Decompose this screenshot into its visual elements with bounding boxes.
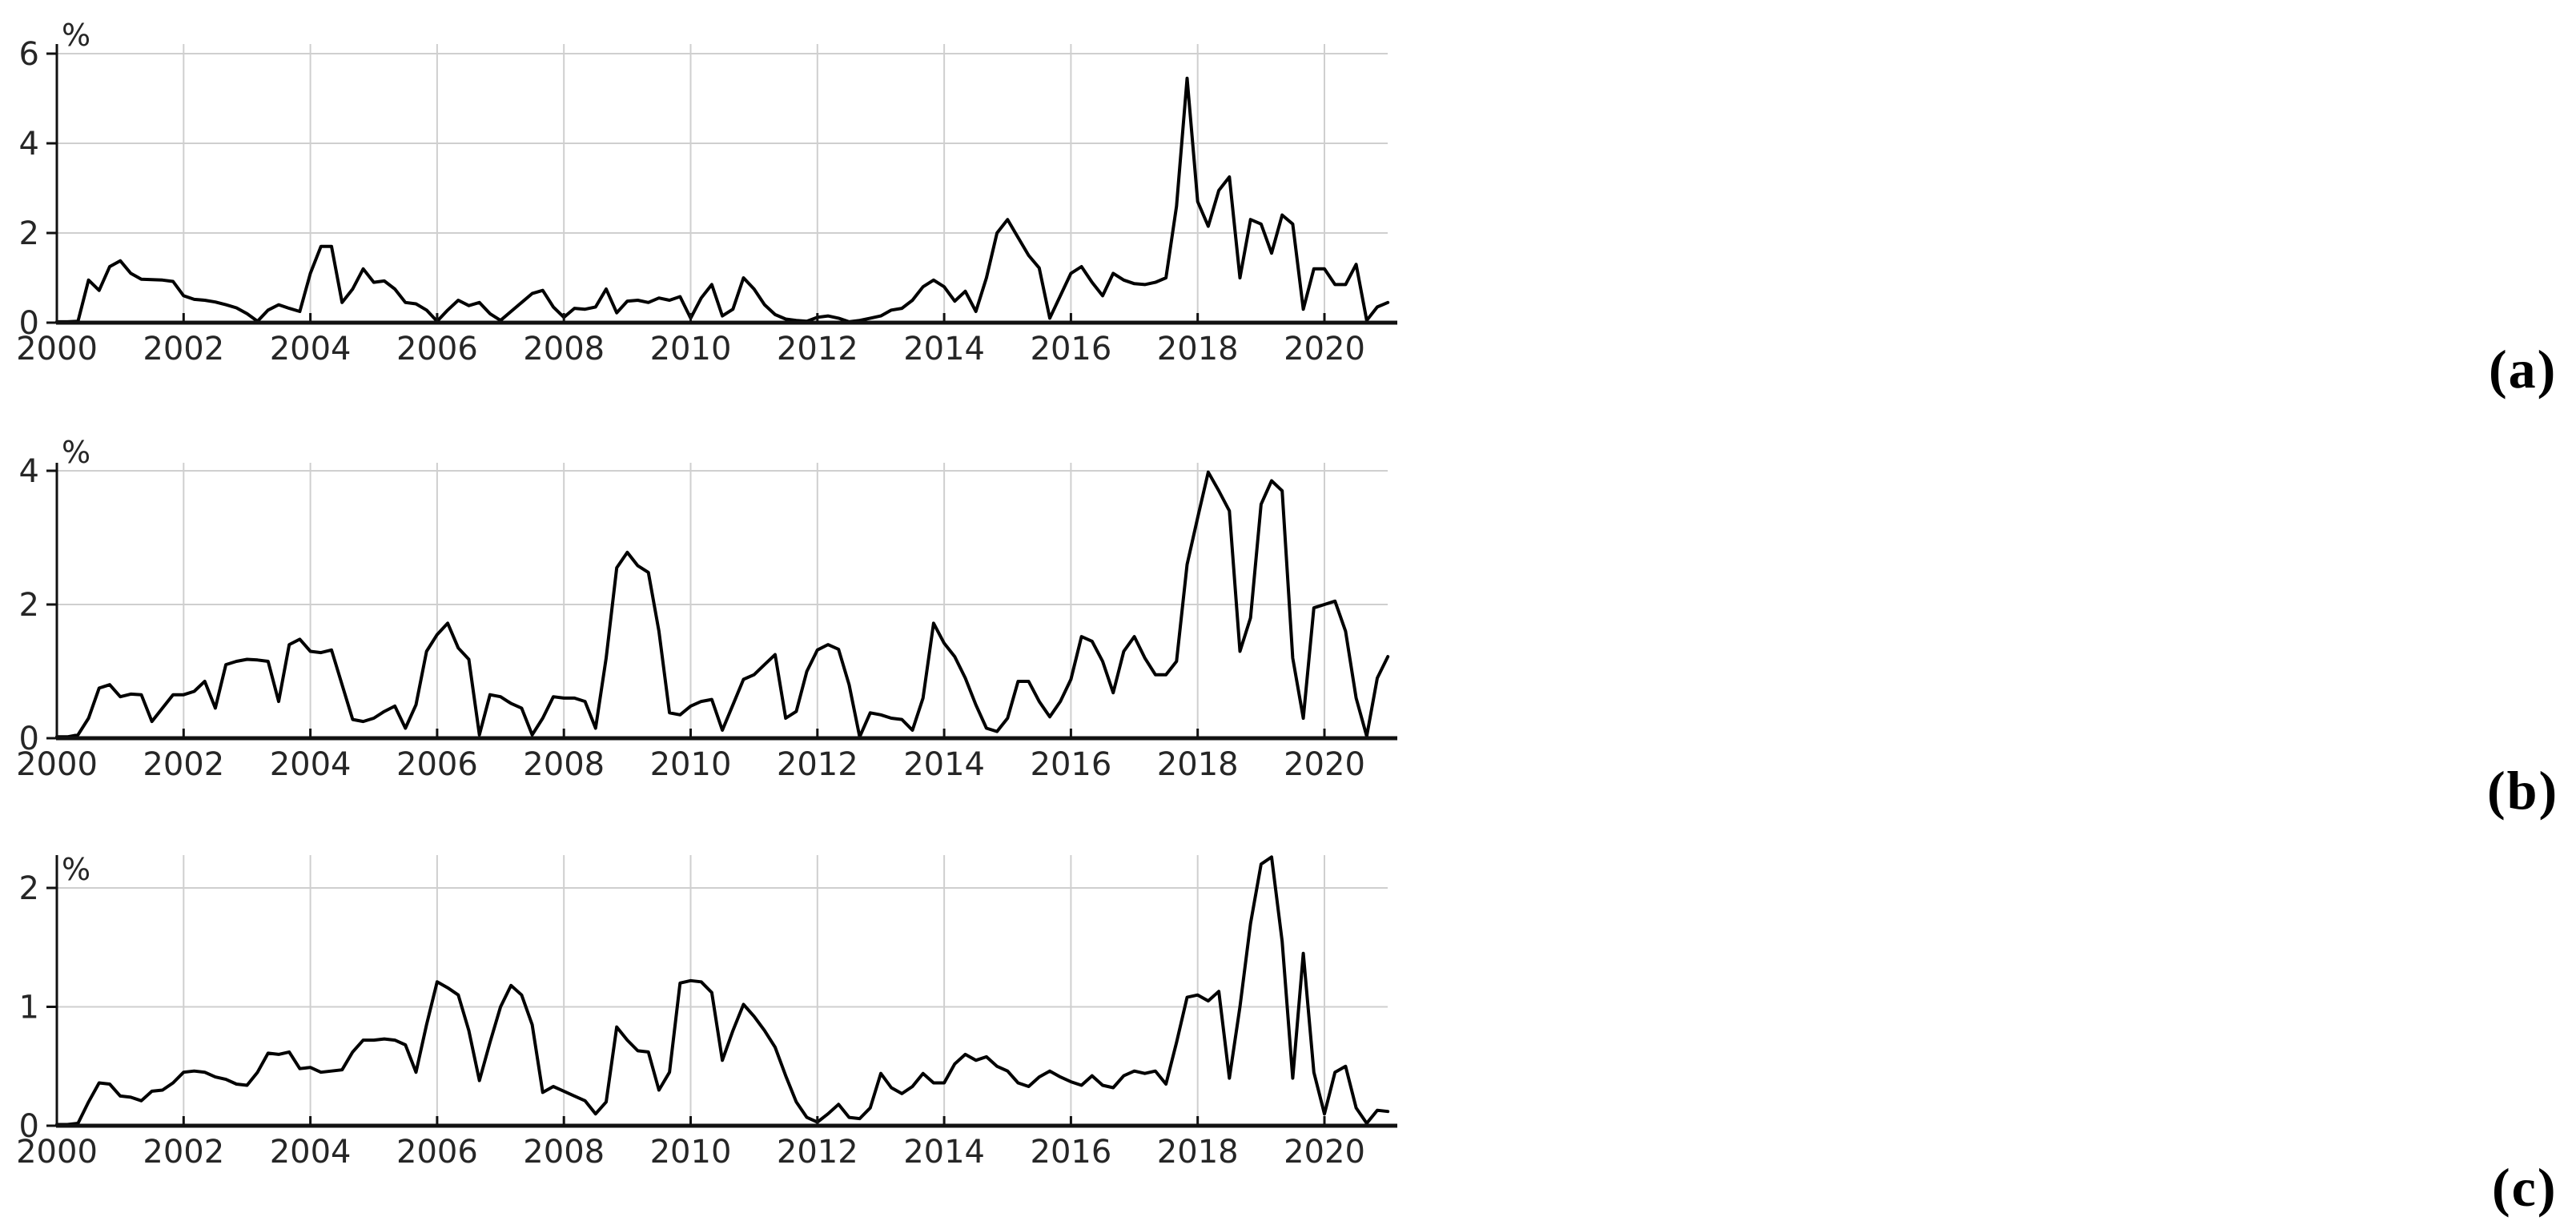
y-tick-label: 2 xyxy=(19,870,39,907)
chart-panel-b: 0 2 4 2000 2002 2004 2006 2008 2010 2012 2014 2016 2… xyxy=(16,435,1397,783)
x-tick-label: 2004 xyxy=(270,331,352,368)
series-line xyxy=(55,470,1390,739)
chart-panel-a: 0 2 4 6 2000 2002 2004 2006 2008 2010 2012 2014 2016… xyxy=(16,18,1397,368)
x-tick-label: 2014 xyxy=(903,746,985,783)
x-tick-label: 2004 xyxy=(270,1134,352,1171)
x-tick-label: 2006 xyxy=(396,1134,478,1171)
y-tick-label: 2 xyxy=(19,587,39,624)
x-tick-label: 2020 xyxy=(1284,331,1365,368)
y-tick-label: 4 xyxy=(19,126,39,163)
x-tick-label: 2016 xyxy=(1031,746,1112,783)
x-tick-label: 2012 xyxy=(777,1134,858,1171)
x-tick-label: 2010 xyxy=(650,1134,732,1171)
y-axis-unit-label: % xyxy=(62,852,90,887)
x-tick-label: 2014 xyxy=(903,1134,985,1171)
x-tick-label: 2000 xyxy=(16,1134,98,1171)
x-tick-label: 2006 xyxy=(396,331,478,368)
x-tick-label: 2006 xyxy=(396,746,478,783)
x-tick-label: 2018 xyxy=(1157,746,1239,783)
x-tick-label: 2002 xyxy=(143,746,224,783)
x-tick-label: 2010 xyxy=(650,746,732,783)
y-tick-label: 0 xyxy=(19,1108,39,1145)
x-tick-label: 2000 xyxy=(16,746,98,783)
x-tick-label: 2014 xyxy=(903,331,985,368)
x-tick-label: 2008 xyxy=(523,331,605,368)
y-tick-label: 4 xyxy=(19,453,39,490)
y-axis-unit-label: % xyxy=(62,435,90,470)
x-tick-label: 2012 xyxy=(777,746,858,783)
x-tick-label: 2010 xyxy=(650,331,732,368)
x-tick-label: 2016 xyxy=(1031,1134,1112,1171)
x-tick-label: 2004 xyxy=(270,746,352,783)
x-tick-label: 2002 xyxy=(143,1134,224,1171)
x-tick-label: 2012 xyxy=(777,331,858,368)
x-tick-label: 2020 xyxy=(1284,1134,1365,1171)
series-line xyxy=(55,855,1390,1127)
y-tick-label: 1 xyxy=(19,990,39,1026)
x-tick-label: 2018 xyxy=(1157,1134,1239,1171)
panel-label-c: (c) xyxy=(2492,1157,2558,1218)
x-tick-label: 2008 xyxy=(523,746,605,783)
panel-label-b: (b) xyxy=(2487,760,2559,821)
y-tick-label: 0 xyxy=(19,305,39,342)
panel-label-a: (a) xyxy=(2489,339,2558,400)
chart-panel-c: 0 1 2 2000 2002 2004 2006 2008 2010 2012 2014 2016 2… xyxy=(16,852,1397,1171)
y-tick-label: 2 xyxy=(19,215,39,252)
x-tick-label: 2018 xyxy=(1157,331,1239,368)
x-tick-label: 2000 xyxy=(16,331,98,368)
x-tick-label: 2002 xyxy=(143,331,224,368)
y-axis-unit-label: % xyxy=(62,18,90,53)
x-tick-label: 2016 xyxy=(1031,331,1112,368)
x-tick-label: 2008 xyxy=(523,1134,605,1171)
y-tick-label: 6 xyxy=(19,36,39,73)
x-tick-label: 2020 xyxy=(1284,746,1365,783)
series-line xyxy=(55,76,1390,323)
y-tick-label: 0 xyxy=(19,721,39,757)
